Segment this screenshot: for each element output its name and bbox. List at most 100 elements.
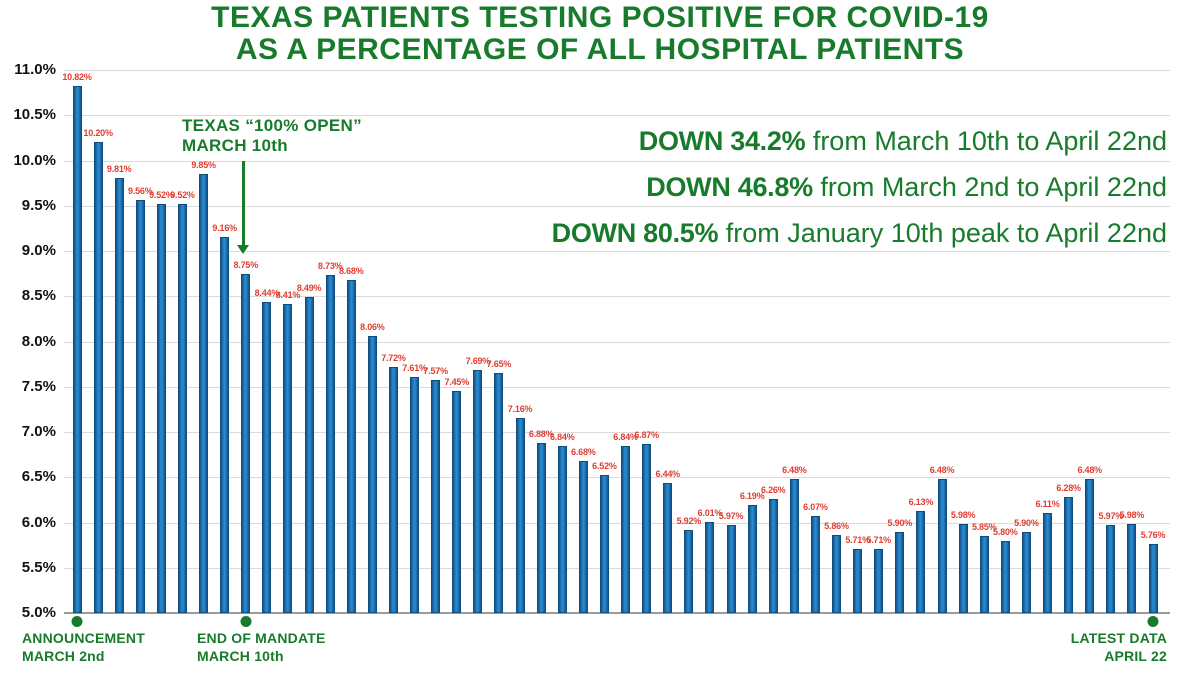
bar-value-label: 8.73%: [317, 261, 343, 272]
bar: [304, 297, 314, 613]
marker-end-of-mandate-line2: MARCH 10th: [197, 648, 284, 664]
down-stat-line: DOWN 80.5% from January 10th peak to Apr…: [552, 210, 1167, 256]
y-axis-tick-label: 5.0%: [21, 604, 56, 621]
marker-dot: [71, 616, 83, 627]
gridline: [64, 477, 1170, 479]
down-stat-value: DOWN 80.5%: [551, 218, 719, 248]
bar: [114, 177, 124, 613]
chart-title: TEXAS PATIENTS TESTING POSITIVE FOR COVI…: [0, 2, 1200, 66]
bar: [663, 482, 673, 613]
bar: [1085, 479, 1095, 613]
bar: [705, 521, 715, 613]
bar: [578, 460, 588, 613]
bar-value-label: 9.81%: [106, 163, 132, 174]
down-stat-value: DOWN 46.8%: [646, 172, 813, 202]
marker-dot: [1147, 616, 1159, 627]
bar-value-label: 9.85%: [191, 160, 216, 171]
texas-open-annotation-line2: MARCH 10th: [182, 136, 288, 155]
gridline: [64, 341, 1170, 343]
down-arrow-head: [237, 245, 249, 254]
bar: [283, 304, 293, 613]
chart-title-line2: AS A PERCENTAGE OF ALL HOSPITAL PATIENTS: [235, 33, 965, 66]
y-axis-tick-label: 10.0%: [13, 151, 56, 169]
texas-open-annotation: TEXAS “100% OPEN” MARCH 10th: [182, 116, 362, 156]
bar: [684, 529, 694, 613]
bar-value-label: 7.69%: [465, 355, 491, 366]
bar: [874, 548, 884, 613]
bar-value-label: 6.44%: [655, 468, 680, 479]
bar-value-label: 5.76%: [1140, 530, 1166, 541]
marker-end-of-mandate: END OF MANDATE MARCH 10th: [197, 629, 326, 665]
bar-value-label: 8.68%: [339, 265, 364, 276]
bar: [325, 275, 335, 613]
bar-value-label: 10.82%: [62, 72, 92, 83]
y-axis-tick-label: 5.5%: [21, 558, 56, 576]
bar-value-label: 6.28%: [1056, 483, 1081, 494]
bar-value-label: 7.57%: [423, 366, 448, 377]
gridline: [64, 386, 1170, 388]
bar-value-label: 5.71%: [866, 534, 891, 545]
bar-value-label: 6.52%: [592, 461, 617, 472]
bar: [1106, 525, 1116, 613]
bar-value-label: 6.84%: [549, 432, 575, 443]
bar-value-label: 9.52%: [149, 189, 174, 200]
y-axis-tick-label: 8.5%: [21, 287, 56, 305]
bar-value-label: 6.13%: [908, 496, 934, 507]
bar: [241, 273, 251, 613]
bar: [916, 510, 926, 613]
bar-value-label: 5.98%: [1119, 510, 1145, 521]
bar-value-label: 6.88%: [528, 428, 554, 439]
down-stat-value: DOWN 34.2%: [638, 126, 806, 156]
bar-value-label: 9.56%: [128, 186, 153, 197]
bar: [156, 203, 166, 613]
bar-value-label: 5.92%: [676, 515, 702, 526]
chart-title-line1: TEXAS PATIENTS TESTING POSITIVE FOR COVI…: [211, 1, 989, 34]
bar-value-label: 5.85%: [971, 522, 997, 533]
bar: [1148, 544, 1158, 613]
y-axis-tick-label: 11.0%: [14, 61, 56, 78]
marker-announcement: ANNOUNCEMENT MARCH 2nd: [22, 629, 145, 665]
bar: [895, 531, 905, 613]
bar: [557, 446, 567, 613]
bar: [810, 516, 820, 613]
bar: [599, 475, 609, 613]
bar: [367, 336, 377, 613]
bar: [473, 369, 483, 613]
bar: [536, 442, 546, 613]
gridline: [64, 567, 1170, 569]
bar: [494, 373, 504, 613]
bar: [642, 443, 652, 613]
bar-value-label: 8.41%: [275, 290, 301, 301]
marker-latest-data: LATEST DATA APRIL 22: [1071, 629, 1167, 665]
bar: [346, 279, 356, 613]
bar: [388, 366, 398, 613]
marker-latest-data-line1: LATEST DATA: [1070, 630, 1167, 646]
bar-value-label: 7.65%: [486, 359, 512, 370]
bar-value-label: 5.71%: [845, 534, 870, 545]
bar: [958, 524, 968, 613]
marker-announcement-line1: ANNOUNCEMENT: [22, 630, 145, 646]
bar: [431, 380, 441, 613]
bar-value-label: 6.11%: [1035, 498, 1060, 509]
bar-value-label: 5.97%: [718, 511, 744, 522]
bar: [832, 535, 842, 613]
bar: [621, 446, 631, 613]
bar-value-label: 7.16%: [507, 403, 533, 414]
marker-announcement-line2: MARCH 2nd: [22, 648, 105, 664]
bar-value-label: 8.06%: [360, 322, 385, 333]
bar: [747, 505, 757, 613]
bar-value-label: 6.01%: [697, 507, 723, 518]
marker-dot: [240, 616, 252, 627]
gridline: [64, 251, 1170, 252]
bar: [789, 479, 799, 613]
bar-value-label: 10.20%: [83, 128, 113, 139]
bar-value-label: 5.90%: [887, 517, 913, 528]
bar: [135, 200, 145, 613]
bar: [199, 174, 209, 613]
bar-value-label: 5.80%: [993, 526, 1018, 537]
bar: [72, 86, 82, 613]
y-axis-tick-label: 9.0%: [21, 242, 56, 259]
bar: [1127, 524, 1137, 613]
down-arrow-icon: [237, 161, 250, 254]
